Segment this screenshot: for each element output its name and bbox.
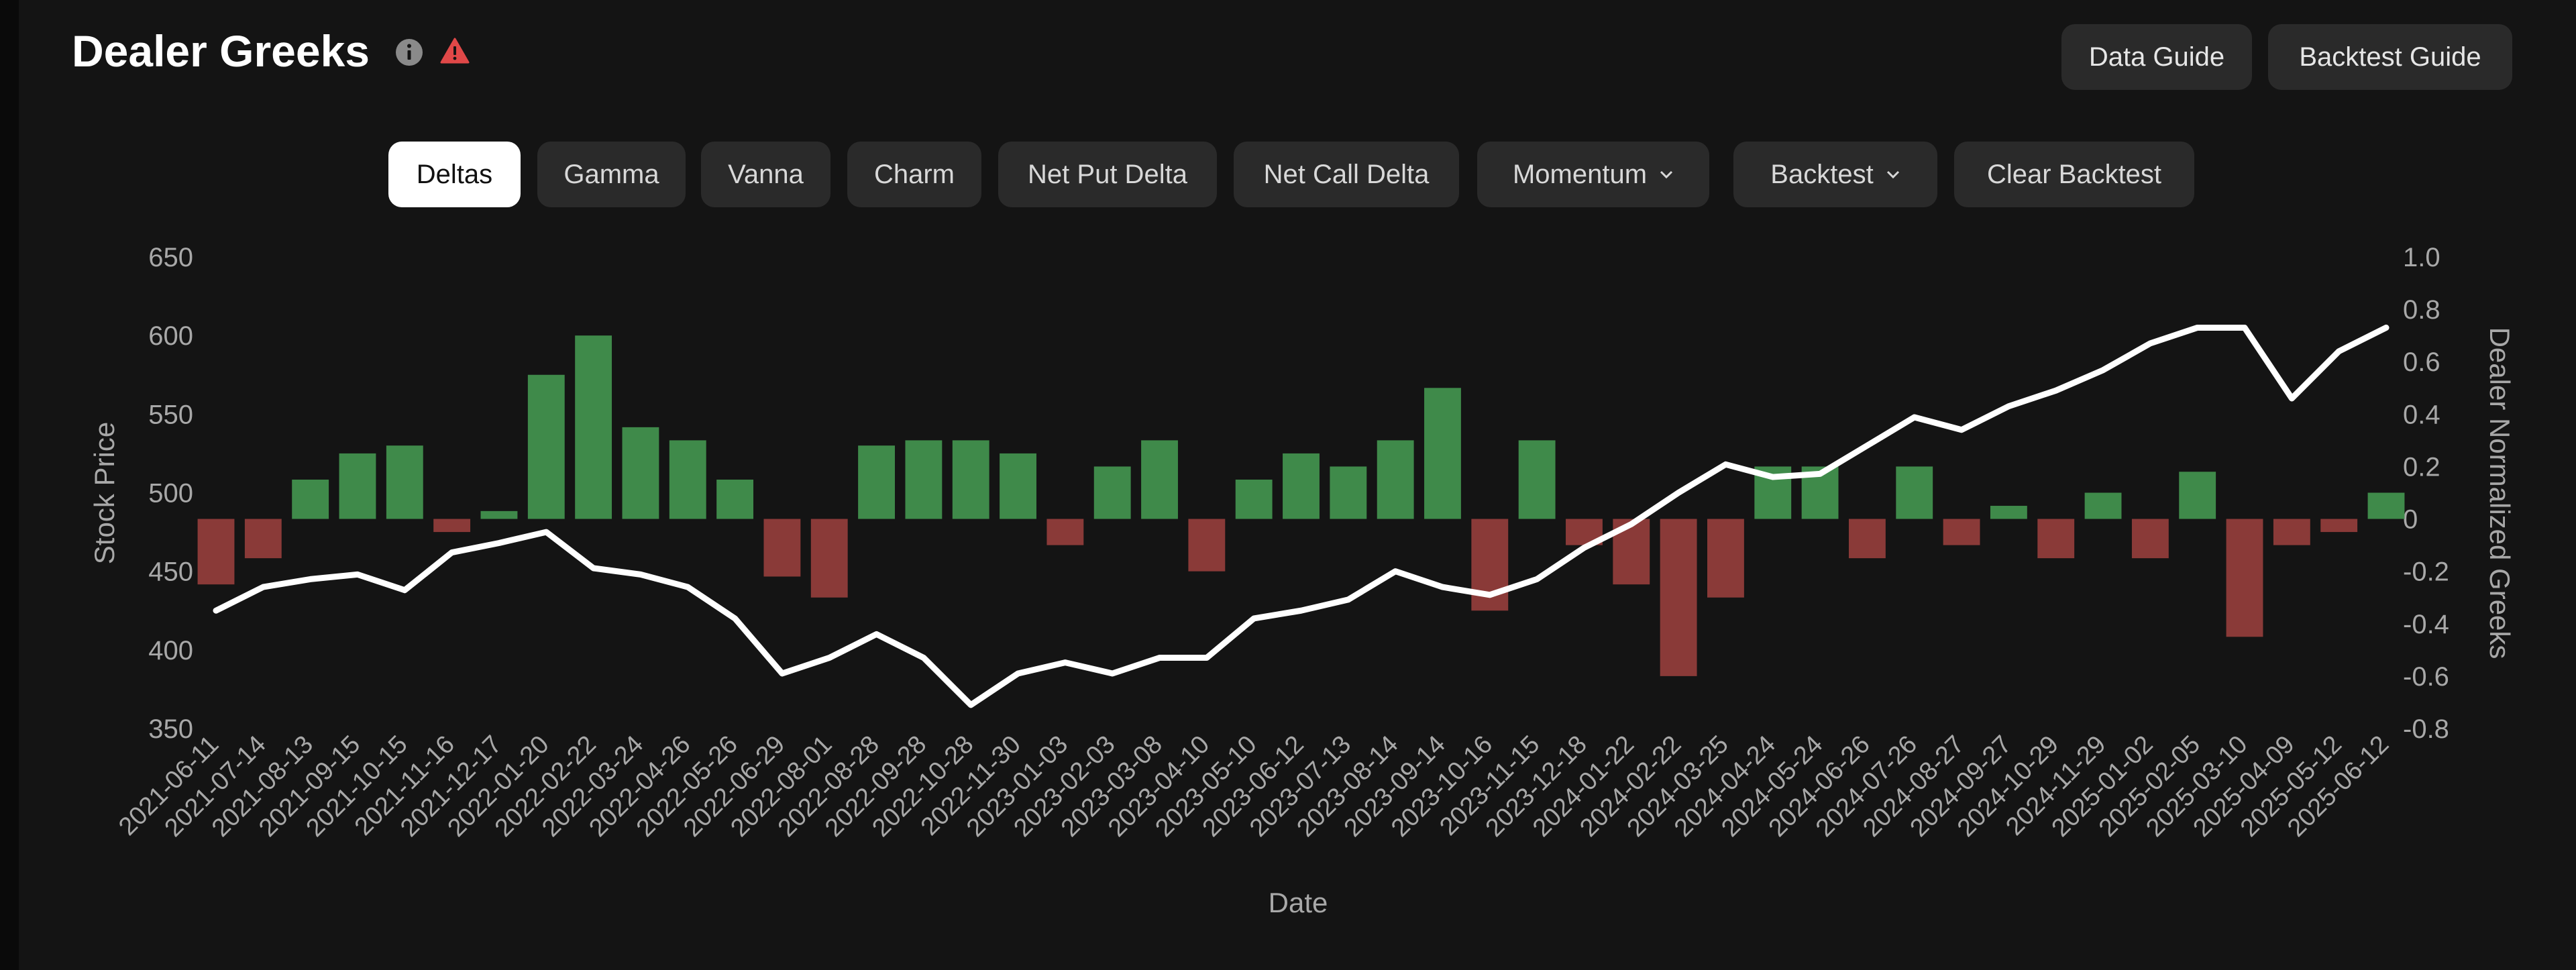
negative-greek-bar	[763, 519, 801, 577]
tab-label: Vanna	[728, 159, 804, 189]
positive-greek-bar	[1283, 453, 1320, 519]
negative-greek-bar	[197, 519, 235, 585]
y2-tick-label: 0	[2403, 505, 2418, 535]
positive-greek-bar	[575, 335, 612, 519]
tab-label: Momentum	[1512, 159, 1648, 189]
positive-greek-bar	[1518, 440, 1556, 519]
clear-backtest-button[interactable]: Clear Backtest	[1954, 142, 2194, 207]
y-tick-label: 550	[148, 400, 193, 429]
y2-tick-label: -0.6	[2403, 662, 2449, 692]
y2-tick-label: 1.0	[2403, 243, 2440, 272]
positive-greek-bar	[1990, 506, 2027, 519]
y2-tick-label: -0.8	[2403, 714, 2449, 744]
positive-greek-bar	[1093, 466, 1131, 519]
negative-greek-bar	[1188, 519, 1226, 572]
backtest-dropdown[interactable]: Backtest	[1733, 142, 1937, 207]
backtest-guide-button[interactable]: Backtest Guide	[2268, 24, 2512, 90]
negative-greek-bar	[1707, 519, 1744, 598]
negative-greek-bar	[1046, 519, 1084, 545]
info-icon[interactable]	[394, 38, 424, 67]
y-tick-label: 350	[148, 714, 193, 744]
positive-greek-bar	[386, 445, 423, 519]
positive-greek-bar	[905, 440, 943, 519]
y-tick-label: 500	[148, 479, 193, 508]
tab-label: Net Put Delta	[1028, 159, 1187, 189]
chevron-down-icon	[1660, 170, 1673, 179]
negative-greek-bar	[2037, 519, 2075, 559]
warning-icon[interactable]	[440, 36, 470, 66]
y-tick-label: 600	[148, 321, 193, 351]
page-title: Dealer Greeks	[72, 26, 370, 76]
data-guide-button[interactable]: Data Guide	[2061, 24, 2252, 90]
y2-tick-label: 0.4	[2403, 400, 2440, 429]
negative-greek-bar	[1660, 519, 1697, 676]
positive-greek-bar	[2084, 492, 2122, 519]
positive-greek-bar	[2367, 492, 2405, 519]
positive-greek-bar	[292, 479, 329, 519]
tab-gamma[interactable]: Gamma	[537, 142, 686, 207]
positive-greek-bar	[1000, 453, 1036, 519]
positive-greek-bar	[1141, 440, 1178, 519]
momentum-dropdown[interactable]: Momentum	[1477, 142, 1709, 207]
positive-greek-bar	[1896, 466, 1933, 519]
positive-greek-bar	[952, 440, 989, 519]
tab-label: Clear Backtest	[1986, 159, 2162, 189]
negative-greek-bar	[433, 519, 471, 533]
x-axis-label: Date	[1269, 887, 1328, 918]
positive-greek-bar	[1377, 440, 1414, 519]
tab-label: Charm	[873, 159, 955, 189]
y2-axis-label: Dealer Normalized Greeks	[2484, 327, 2516, 659]
y2-tick-label: -0.2	[2403, 557, 2449, 587]
y2-tick-label: 0.8	[2403, 295, 2440, 325]
tab-vanna[interactable]: Vanna	[701, 142, 830, 207]
negative-greek-bar	[2226, 519, 2263, 637]
positive-greek-bar	[2179, 472, 2216, 519]
tab-label: Deltas	[416, 159, 493, 189]
y2-tick-label: 0.6	[2403, 347, 2440, 377]
negative-greek-bar	[2320, 519, 2358, 533]
positive-greek-bar	[1235, 479, 1273, 519]
positive-greek-bar	[1330, 466, 1367, 519]
negative-greek-bar	[810, 519, 848, 598]
positive-greek-bar	[480, 510, 518, 519]
tab-label: Net Call Delta	[1263, 159, 1430, 189]
positive-greek-bar	[858, 445, 895, 519]
positive-greek-bar	[1424, 388, 1461, 519]
chevron-down-icon	[1886, 170, 1899, 179]
y2-tick-label: 0.2	[2403, 452, 2440, 482]
tab-net-call-delta[interactable]: Net Call Delta	[1234, 142, 1459, 207]
tab-net-put-delta[interactable]: Net Put Delta	[998, 142, 1217, 207]
positive-greek-bar	[716, 479, 754, 519]
tab-deltas[interactable]: Deltas	[388, 142, 521, 207]
negative-greek-bar	[2131, 519, 2169, 559]
y-tick-label: 400	[148, 636, 193, 665]
y-axis-label: Stock Price	[89, 422, 120, 564]
positive-greek-bar	[527, 374, 565, 519]
negative-greek-bar	[244, 519, 282, 559]
negative-greek-bar	[2273, 519, 2310, 545]
positive-greek-bar	[669, 440, 706, 519]
y-tick-label: 450	[148, 557, 193, 587]
negative-greek-bar	[1848, 519, 1886, 559]
tab-charm[interactable]: Charm	[847, 142, 981, 207]
tab-label: Gamma	[564, 159, 659, 189]
positive-greek-bar	[622, 427, 659, 519]
y-tick-label: 650	[148, 243, 193, 272]
tab-label: Backtest	[1770, 159, 1874, 189]
negative-greek-bar	[1943, 519, 1980, 545]
y2-tick-label: -0.4	[2403, 610, 2449, 639]
stock-price-line	[213, 324, 2390, 708]
positive-greek-bar	[339, 453, 376, 519]
